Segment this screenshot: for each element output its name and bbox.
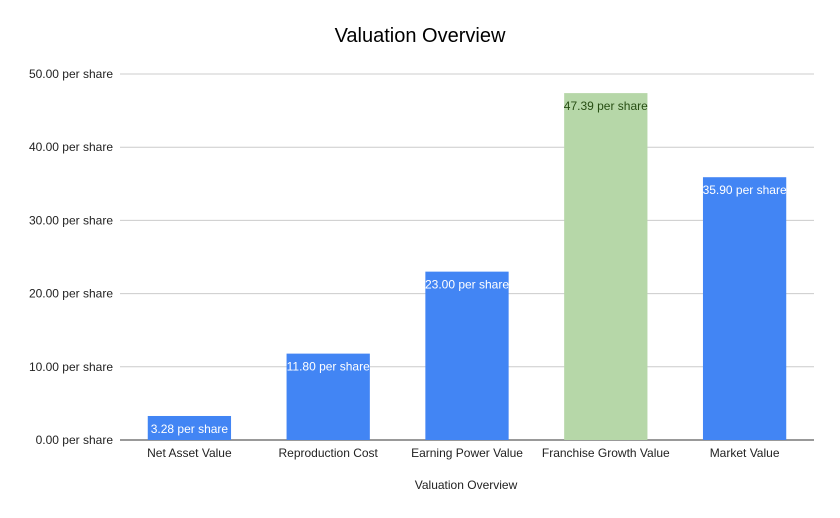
x-tick-label: Net Asset Value xyxy=(147,446,232,460)
data-label: 23.00 per share xyxy=(425,278,509,292)
x-tick-label: Earning Power Value xyxy=(411,446,523,460)
y-tick-label: 40.00 per share xyxy=(29,140,113,154)
data-label: 3.28 per share xyxy=(151,422,229,436)
chart-title: Valuation Overview xyxy=(335,25,506,47)
y-tick-label: 10.00 per share xyxy=(29,360,113,374)
y-tick-label: 0.00 per share xyxy=(36,433,114,447)
bar-franchise-growth-value xyxy=(564,93,648,441)
bar-market-value xyxy=(702,177,787,440)
data-labels: 3.28 per share 11.80 per share 23.00 per s… xyxy=(151,99,787,436)
data-label: 35.90 per share xyxy=(703,183,787,197)
x-axis-title: Valuation Overview xyxy=(415,478,518,492)
x-tick-label: Reproduction Cost xyxy=(279,446,379,460)
x-tick-label: Market Value xyxy=(710,446,780,460)
bar-reproduction-cost xyxy=(286,353,370,440)
y-tick-label: 30.00 per share xyxy=(29,213,113,227)
data-label: 11.80 per share xyxy=(287,360,370,374)
bar-net-asset-value xyxy=(147,415,232,440)
bar-earning-power-value xyxy=(425,271,509,440)
x-tick-label: Franchise Growth Value xyxy=(542,446,670,460)
y-tick-label: 50.00 per share xyxy=(29,67,113,81)
data-label: 47.39 per share xyxy=(564,99,648,113)
y-tick-label: 20.00 per share xyxy=(29,287,113,301)
bars xyxy=(147,93,787,441)
y-axis-ticks: 0.00 per share 10.00 per share 20.00 per s… xyxy=(29,67,113,447)
x-axis-ticks: Net Asset Value Reproduction Cost Earning … xyxy=(147,446,780,460)
